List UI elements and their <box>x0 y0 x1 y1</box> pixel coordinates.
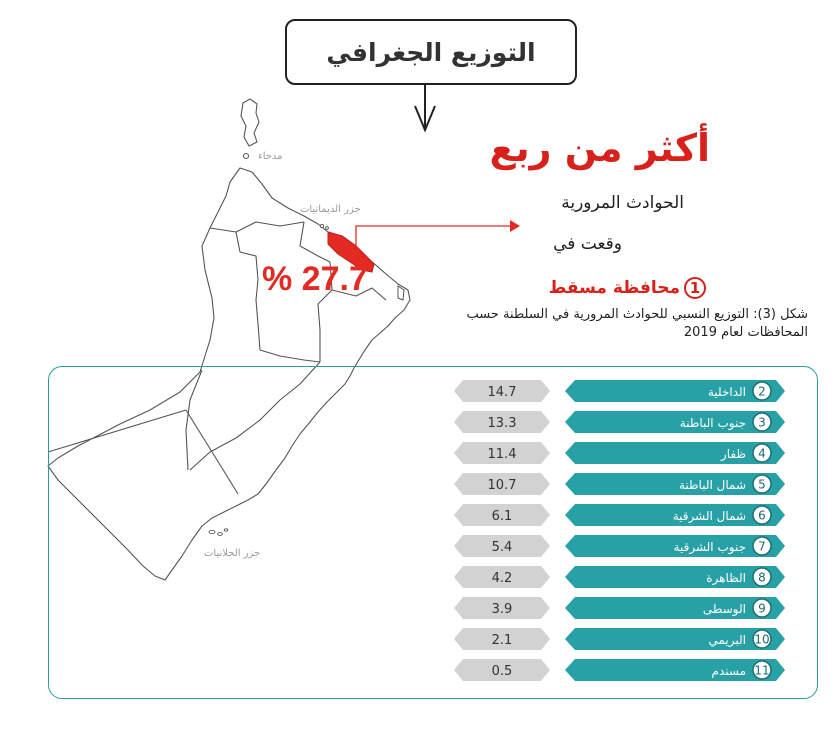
value-band <box>454 628 550 650</box>
value-label: 5.4 <box>492 540 513 555</box>
rank-circle <box>752 474 772 494</box>
rank-circle <box>752 567 772 587</box>
top-governorate-rank: 1 <box>684 277 706 299</box>
category-label: شمال الباطنة <box>679 478 746 492</box>
rank-number: 8 <box>758 571 766 585</box>
category-band <box>565 442 785 464</box>
muscat-region <box>327 231 375 273</box>
rank-circle <box>752 505 772 525</box>
category-band <box>565 659 785 681</box>
category-label: جنوب الشرقية <box>674 540 746 555</box>
category-label: شمال الشرقية <box>673 509 746 524</box>
value-band <box>454 442 550 464</box>
rank-circle <box>752 629 772 649</box>
page-title: التوزيع الجغرافي <box>285 19 577 85</box>
value-band <box>454 504 550 526</box>
headline-line-3: وقعت في <box>553 234 622 254</box>
rank-circle <box>752 412 772 432</box>
oman-mainland <box>47 167 411 581</box>
top-governorate: 1 محافظة مسقط <box>549 277 706 299</box>
rank-number: 2 <box>758 385 766 399</box>
value-label: 6.1 <box>492 509 513 524</box>
madha-enclave <box>242 152 250 160</box>
rank-circle <box>752 598 772 618</box>
top-governorate-name: محافظة مسقط <box>548 278 680 298</box>
arrow-down-icon <box>414 84 436 133</box>
category-band <box>565 504 785 526</box>
value-label: 10.7 <box>488 478 517 493</box>
value-band <box>454 659 550 681</box>
category-band <box>565 411 785 433</box>
value-band <box>454 411 550 433</box>
category-label: الظاهرة <box>706 571 746 586</box>
category-label: مسندم <box>712 664 746 678</box>
daymaniyat-label: جزر الديمانيات <box>300 204 361 215</box>
rank-number: 4 <box>758 447 766 461</box>
value-label: 11.4 <box>488 447 517 462</box>
value-label: 13.3 <box>488 416 517 431</box>
rank-circle <box>752 660 772 680</box>
page-title-text: التوزيع الجغرافي <box>326 37 536 67</box>
headline-line-2: الحوادث المرورية <box>561 193 684 213</box>
masirah-island <box>397 285 405 301</box>
value-label: 3.9 <box>492 602 513 617</box>
category-band <box>565 597 785 619</box>
value-label: 4.2 <box>492 571 513 586</box>
value-label: 2.1 <box>492 633 513 648</box>
figure-caption: شكل (3): التوزيع النسبي للحوادث المرورية… <box>466 307 808 340</box>
madha-label: مدحاء <box>258 151 283 162</box>
musandam-region <box>240 98 260 147</box>
value-label: 14.7 <box>488 385 517 400</box>
rank-number: 7 <box>758 540 766 554</box>
category-band <box>565 473 785 495</box>
headline: أكثر من ربع <box>489 126 710 170</box>
rank-number: 3 <box>758 416 766 430</box>
category-label: البريمي <box>708 633 746 648</box>
value-band <box>454 380 550 402</box>
category-band <box>565 566 785 588</box>
rank-number: 11 <box>754 664 769 678</box>
category-band <box>565 628 785 650</box>
rank-number: 6 <box>758 509 766 523</box>
value-band <box>454 535 550 557</box>
rank-number: 9 <box>758 602 766 616</box>
value-band <box>454 597 550 619</box>
category-label: الداخلية <box>708 385 746 399</box>
rank-circle <box>752 443 772 463</box>
rank-number: 10 <box>754 633 769 647</box>
value-label: 0.5 <box>492 664 513 679</box>
chart-panel <box>48 366 818 699</box>
category-band <box>565 535 785 557</box>
rank-circle <box>752 536 772 556</box>
category-label: ظفار <box>720 447 746 462</box>
value-band <box>454 566 550 588</box>
category-label: الوسطى <box>703 602 746 617</box>
category-band <box>565 380 785 402</box>
rank-circle <box>752 381 772 401</box>
category-label: جنوب الباطنة <box>680 416 746 431</box>
value-band <box>454 473 550 495</box>
muscat-percent: % 27.7 <box>262 260 368 298</box>
hallaniyat-label: جزر الحلانيات <box>204 548 261 559</box>
rank-number: 5 <box>758 478 766 492</box>
